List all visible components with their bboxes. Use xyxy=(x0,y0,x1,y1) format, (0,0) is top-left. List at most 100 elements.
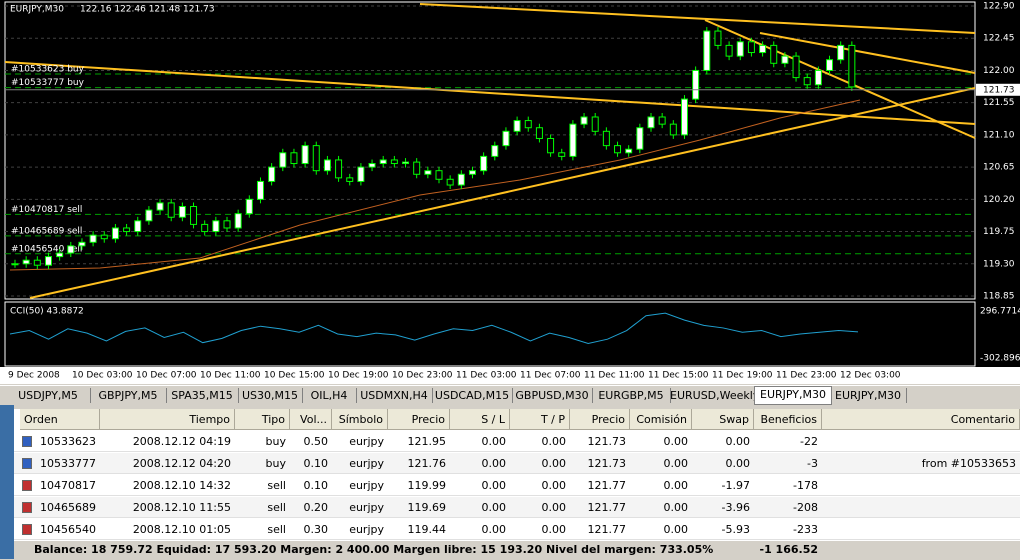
table-cell: -233 xyxy=(793,523,818,536)
table-cell: -208 xyxy=(793,501,818,514)
table-cell: 0.00 xyxy=(541,457,567,470)
tab[interactable]: EURGBP,M5 xyxy=(592,388,671,403)
price-tick-label: 121.55 xyxy=(983,98,1015,108)
table-cell: sell xyxy=(267,501,286,514)
candle xyxy=(178,205,186,218)
candle xyxy=(524,120,532,129)
tab[interactable]: EURJPY,M30 xyxy=(754,386,832,405)
tab[interactable]: US30,M15 xyxy=(238,388,303,403)
candle xyxy=(714,30,722,46)
candle xyxy=(301,145,309,165)
time-label: 10 Dec 07:00 xyxy=(136,371,197,381)
table-cell: buy xyxy=(265,435,286,448)
candle xyxy=(792,55,800,79)
time-label: 11 Dec 11:00 xyxy=(584,371,645,381)
candle xyxy=(770,44,778,64)
column-header: Símbolo xyxy=(332,409,388,430)
candle xyxy=(268,166,276,182)
table-cell: 121.76 xyxy=(407,457,447,470)
candle xyxy=(848,44,856,88)
candle xyxy=(56,252,64,258)
candle xyxy=(826,59,834,71)
tab[interactable]: USDJPY,M5 xyxy=(6,388,91,403)
candle xyxy=(201,223,209,233)
time-label: 12 Dec 03:00 xyxy=(840,371,901,381)
time-label: 11 Dec 23:00 xyxy=(776,371,837,381)
time-label: 10 Dec 03:00 xyxy=(72,371,133,381)
current-price-label: 121.73 xyxy=(983,85,1015,95)
candle xyxy=(346,177,354,182)
table-cell: 0.00 xyxy=(725,435,751,448)
time-label: 10 Dec 23:00 xyxy=(392,371,453,381)
indicator-top-label: 296.7714 xyxy=(980,307,1020,317)
plot-frame xyxy=(4,1,976,300)
table-cell: 119.44 xyxy=(407,523,447,536)
moving-average xyxy=(9,99,861,271)
table-cell: from #10533653 xyxy=(921,457,1016,470)
summary-bg xyxy=(14,541,1020,559)
candle xyxy=(234,213,242,229)
table-cell: 0.00 xyxy=(541,479,567,492)
table-cell: 0.10 xyxy=(303,479,329,492)
candle xyxy=(602,130,610,147)
tab[interactable]: USDMXN,H4 xyxy=(356,388,433,403)
table-cell: -3.96 xyxy=(721,501,750,514)
table-cell: 10465689 xyxy=(40,501,96,514)
candle xyxy=(78,241,86,247)
table-cell: 0.00 xyxy=(541,435,567,448)
tab[interactable]: SPA35,M15 xyxy=(166,388,239,403)
table-cell: 0.10 xyxy=(303,457,329,470)
candle xyxy=(759,44,767,54)
table-cell: -5.93 xyxy=(721,523,750,536)
time-axis-bg xyxy=(0,367,1020,384)
column-header: Vol... xyxy=(290,409,332,430)
table-cell: 0.00 xyxy=(541,501,567,514)
column-header: T / P xyxy=(510,409,570,430)
table-cell: 0.00 xyxy=(663,501,689,514)
price-tick-label: 122.45 xyxy=(983,34,1015,44)
tab-bar: USDJPY,M5 GBPJPY,M5 SPA35,M15 US30,M15 OIL,H… xyxy=(0,385,1020,405)
table-cell: sell xyxy=(267,479,286,492)
table-cell: 0.00 xyxy=(663,479,689,492)
price-tick-label: 118.85 xyxy=(983,292,1015,302)
time-label: 10 Dec 11:00 xyxy=(200,371,261,381)
table-cell: 2008.12.12 04:20 xyxy=(132,457,231,470)
candle xyxy=(245,198,253,215)
column-header: Precio xyxy=(570,409,630,430)
candle xyxy=(480,155,488,172)
table-cell: 0.00 xyxy=(481,523,507,536)
table-cell: 119.69 xyxy=(407,501,447,514)
column-header: Beneficios xyxy=(754,409,822,430)
tab[interactable]: OIL,H4 xyxy=(302,388,357,403)
price-tick-label: 120.20 xyxy=(983,195,1015,205)
tab[interactable]: USDCAD,M15 xyxy=(432,388,513,403)
candle xyxy=(703,30,711,71)
current-price-box xyxy=(976,83,1020,96)
table-cell: 0.50 xyxy=(303,435,329,448)
column-header: Tiempo xyxy=(100,409,235,430)
candle xyxy=(279,152,287,168)
table-cell: eurjpy xyxy=(349,501,384,514)
candle xyxy=(636,127,644,150)
time-label: 11 Dec 03:00 xyxy=(456,371,517,381)
candle xyxy=(223,220,231,229)
candle xyxy=(591,116,599,132)
candle xyxy=(647,116,655,129)
candle xyxy=(614,145,622,154)
cci-line xyxy=(9,312,859,345)
column-header: Swap xyxy=(692,409,754,430)
tab[interactable]: EURJPY,M30 xyxy=(830,388,907,403)
table-cell: 0.00 xyxy=(481,501,507,514)
candle xyxy=(290,152,298,165)
candle xyxy=(680,98,688,136)
tab[interactable]: EURUSD,Weekly xyxy=(670,388,760,403)
table-cell: 10470817 xyxy=(40,479,96,492)
candle xyxy=(814,69,822,86)
tab[interactable]: GBPUSD,M30 xyxy=(512,388,593,403)
price-tick-label: 119.30 xyxy=(983,259,1015,269)
candle xyxy=(323,159,331,172)
tab[interactable]: GBPJPY,M5 xyxy=(90,388,167,403)
order-label: #10465689 sell xyxy=(11,226,82,236)
order-icon xyxy=(22,436,32,447)
candle xyxy=(502,130,510,147)
